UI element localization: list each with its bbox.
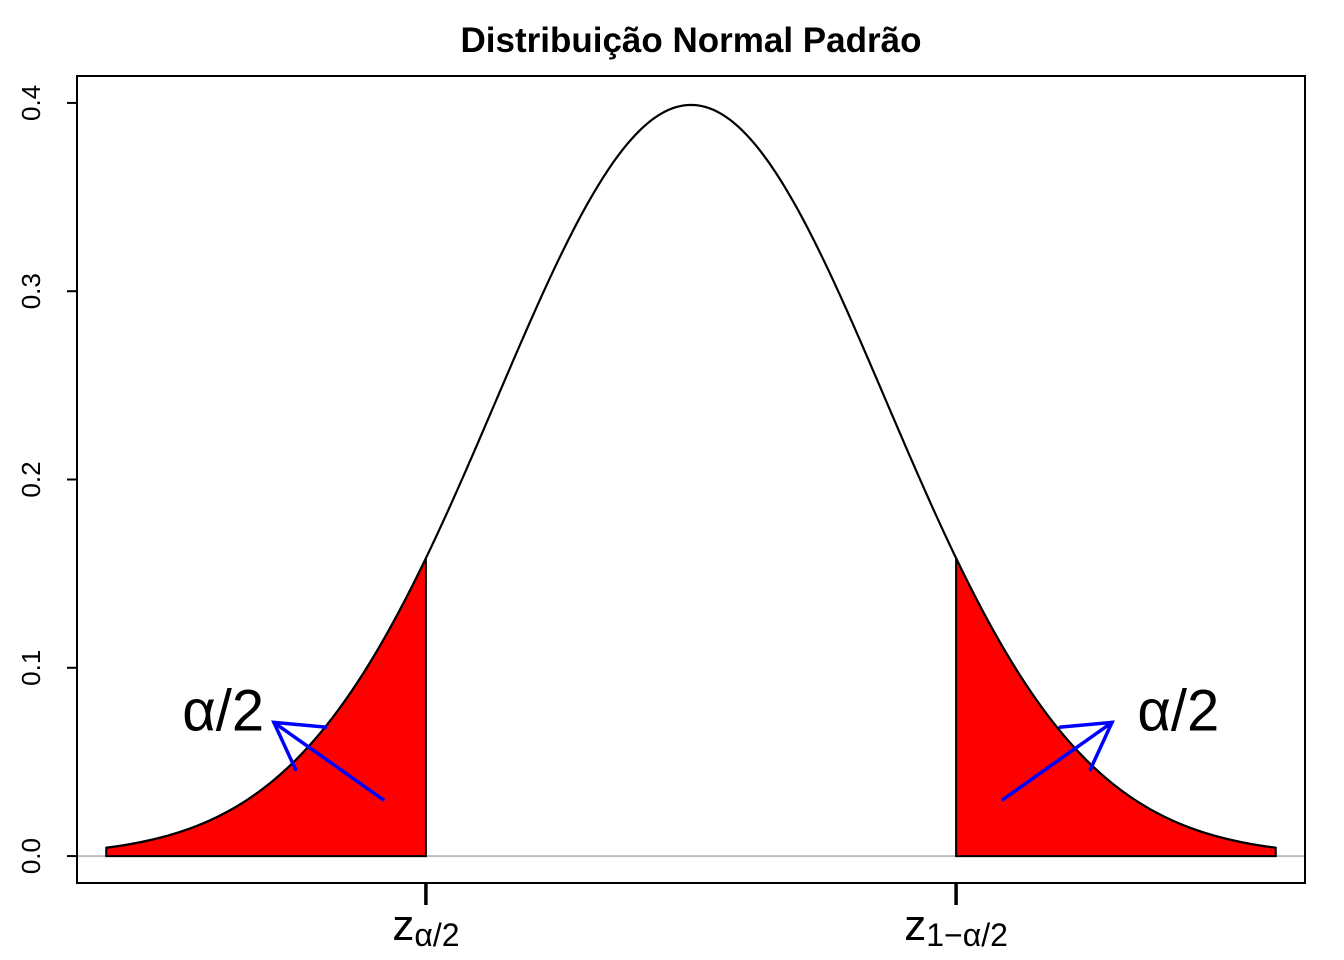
x-axis: zα/2 z1−α/2	[392, 883, 1008, 953]
arrow-1	[271, 720, 385, 802]
y-tick-label-2: 0.2	[16, 461, 46, 497]
annotation-alpha-half-1: α/2	[182, 679, 264, 744]
shaded-tail-1	[105, 557, 427, 858]
annotations: α/2 α/2	[182, 679, 1219, 744]
arrow-head-1	[271, 720, 328, 772]
x-tick-label-sub-1: 1−α/2	[926, 917, 1008, 953]
y-tick-label-0: 0.0	[16, 838, 46, 874]
y-tick-label-3: 0.3	[16, 273, 46, 309]
arrows	[271, 720, 1115, 802]
x-tick-label-1: z1−α/2	[904, 901, 1008, 953]
x-tick-label-0: zα/2	[392, 901, 459, 953]
plot-frame	[76, 75, 1306, 884]
x-tick-label-sub-0: α/2	[414, 917, 459, 953]
shaded-regions	[105, 557, 1277, 858]
y-tick-label-1: 0.1	[16, 650, 46, 686]
arrow-2	[1001, 720, 1115, 802]
y-axis: 0.0 0.1 0.2 0.3 0.4	[16, 85, 77, 874]
chart-title: Distribuição Normal Padrão	[461, 21, 922, 60]
y-tick-label-4: 0.4	[16, 85, 46, 121]
arrow-shaft-1	[272, 720, 385, 802]
arrow-shaft-2	[1001, 720, 1114, 802]
arrow-head-2	[1058, 720, 1115, 772]
density-curve	[106, 103, 1276, 849]
x-tick-label-main-0: z	[392, 901, 414, 950]
shaded-tail-2	[955, 557, 1277, 858]
x-tick-label-main-1: z	[904, 901, 926, 950]
annotation-alpha-half-2: α/2	[1137, 679, 1219, 744]
